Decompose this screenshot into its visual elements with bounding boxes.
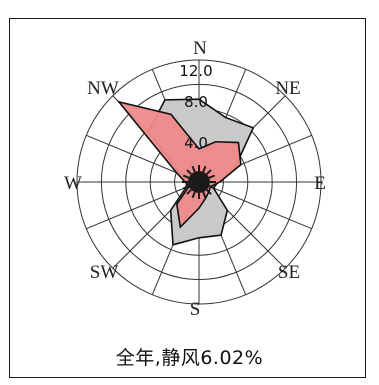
calm-tick-ENE <box>208 174 216 179</box>
direction-label-ne: NE <box>275 78 300 99</box>
calm-tick-ESE <box>208 185 216 190</box>
calm-tick-SSW <box>191 191 196 199</box>
calm-tick-NNW <box>191 165 196 173</box>
calm-tick-WSW <box>182 185 190 190</box>
ring-label-1: 4.0 <box>184 134 208 152</box>
calm-center-disc <box>188 171 210 193</box>
calm-tick-WNW <box>182 174 190 179</box>
ring-label-3: 12.0 <box>179 62 212 80</box>
direction-label-e: E <box>314 173 326 194</box>
calm-tick-NW <box>186 169 192 175</box>
spoke-WSW <box>86 181 200 230</box>
series-polygon-2 <box>116 100 242 229</box>
calm-tick-SW <box>186 189 192 195</box>
direction-label-sw: SW <box>90 262 119 283</box>
calm-tick-SE <box>206 189 212 195</box>
chart-caption: 全年,静风6.02% <box>115 347 264 369</box>
calm-tick-NE <box>206 169 212 175</box>
direction-label-s: S <box>190 299 201 320</box>
direction-labels: N NE E SE S SW W NW <box>64 38 326 320</box>
direction-label-se: SE <box>278 262 300 283</box>
direction-label-nw: NW <box>87 78 119 99</box>
calm-center <box>182 165 216 199</box>
calm-tick-NNE <box>202 165 207 173</box>
spoke-ESE <box>198 181 312 230</box>
ring-label-2: 8.0 <box>184 93 208 111</box>
calm-tick-SSE <box>202 191 207 199</box>
rose-series <box>116 98 255 246</box>
ring-labels: 4.0 8.0 12.0 <box>179 62 212 152</box>
direction-label-w: W <box>64 173 82 194</box>
direction-label-n: N <box>193 38 207 59</box>
